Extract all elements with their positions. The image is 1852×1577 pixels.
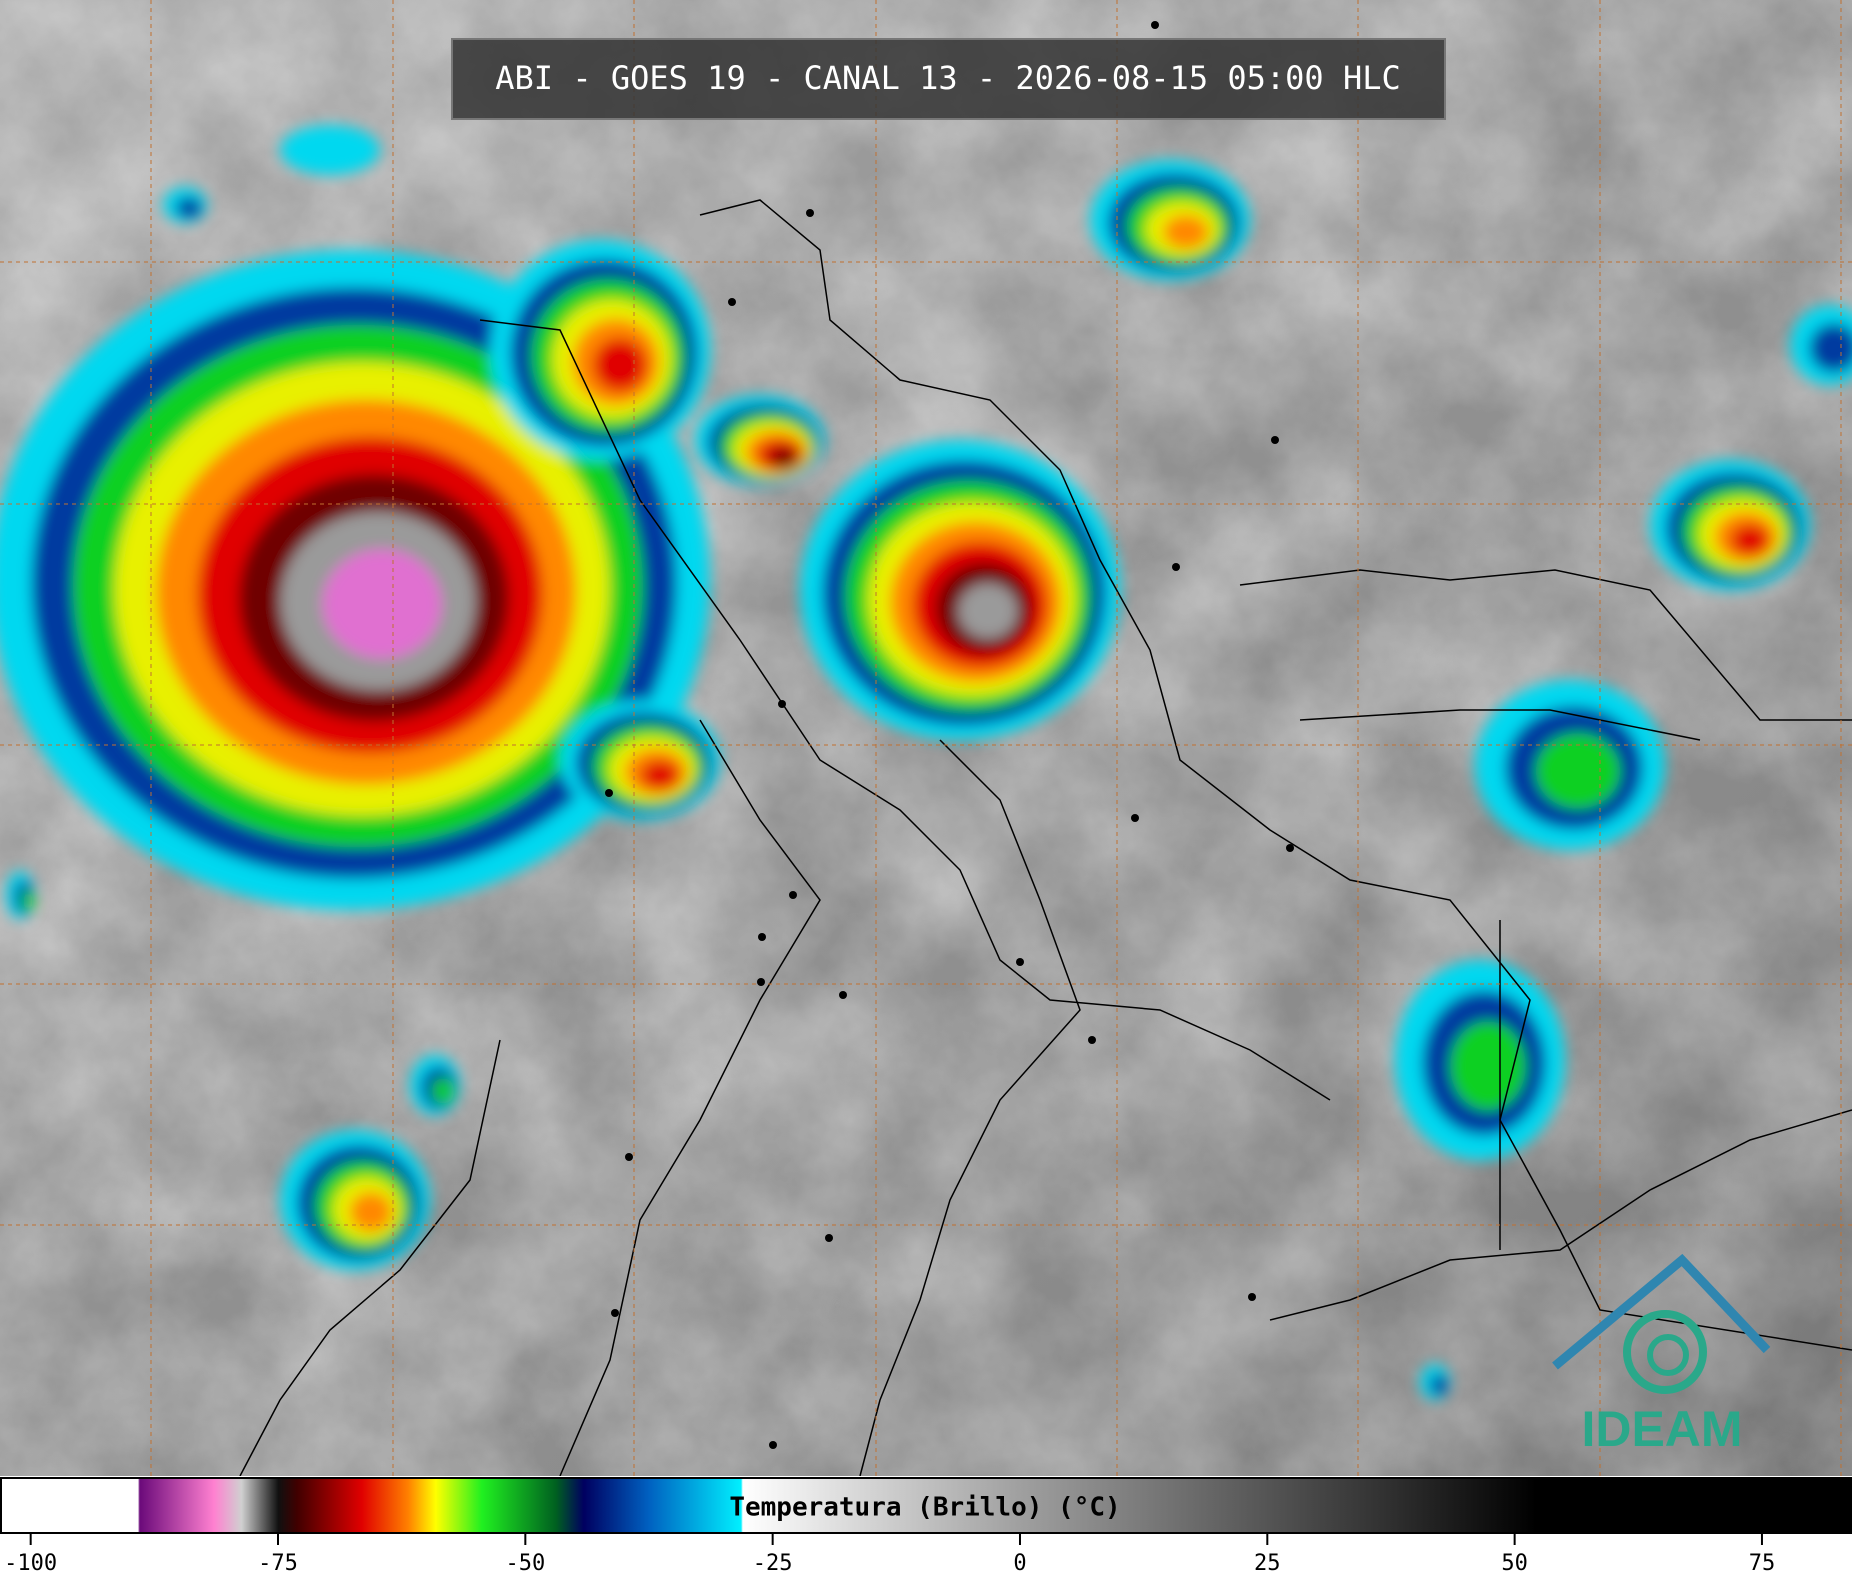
cloud-level bbox=[1163, 214, 1209, 250]
cloud-level bbox=[958, 583, 1018, 639]
title: ABI - GOES 19 - CANAL 13 - 2026-08-15 05… bbox=[495, 59, 1400, 97]
borders bbox=[239, 199, 1852, 1477]
cloud-level bbox=[175, 196, 203, 220]
cloud-level bbox=[640, 760, 680, 790]
colorbar-ticks: -100 -75 -50 -25 0 25 50 75 bbox=[4, 1533, 1775, 1576]
logo-swirl-inner bbox=[1647, 1334, 1689, 1376]
logo-roof bbox=[1552, 1253, 1771, 1370]
colorbar-tick-label: -50 bbox=[505, 1551, 545, 1576]
city-dot bbox=[625, 1153, 633, 1161]
colorbar-tick-label: 25 bbox=[1254, 1551, 1281, 1576]
city-dot bbox=[806, 209, 814, 217]
colorbar-tick-label: 75 bbox=[1749, 1551, 1776, 1576]
cloud-level bbox=[280, 125, 380, 175]
city-dots bbox=[605, 21, 1294, 1449]
cloud-level bbox=[322, 549, 442, 659]
city-dot bbox=[825, 1234, 833, 1242]
cloud-level bbox=[1450, 1021, 1526, 1111]
cloud-level bbox=[593, 338, 647, 392]
city-dot bbox=[1286, 844, 1294, 852]
cloud-level bbox=[1429, 1373, 1449, 1397]
city-dot bbox=[757, 978, 765, 986]
colorbar-tick-label: -25 bbox=[753, 1551, 793, 1576]
colorbar-tick-label: -100 bbox=[4, 1551, 57, 1576]
cloud-level bbox=[21, 890, 35, 912]
logo-text: IDEAM bbox=[1581, 1401, 1742, 1457]
cloud-level bbox=[770, 448, 798, 468]
city-dot bbox=[1172, 563, 1180, 571]
city-dot bbox=[1151, 21, 1159, 29]
colorbar-tick-label: 0 bbox=[1013, 1551, 1026, 1576]
city-dot bbox=[839, 991, 847, 999]
city-dot bbox=[605, 789, 613, 797]
city-dot bbox=[1271, 436, 1279, 444]
city-dot bbox=[1248, 1293, 1256, 1301]
city-dot bbox=[758, 933, 766, 941]
city-dot bbox=[778, 700, 786, 708]
city-dot bbox=[1131, 814, 1139, 822]
city-dot bbox=[769, 1441, 777, 1449]
graticule bbox=[0, 0, 1852, 1476]
colorbar-tick-label: 50 bbox=[1501, 1551, 1528, 1576]
colorbar-tick-label: -75 bbox=[258, 1551, 298, 1576]
cloud-level bbox=[431, 1077, 455, 1105]
cloud-level bbox=[1730, 524, 1770, 556]
cloud-level bbox=[1535, 733, 1621, 809]
city-dot bbox=[1088, 1036, 1096, 1044]
city-dot bbox=[611, 1309, 619, 1317]
logo: IDEAM bbox=[1552, 1253, 1771, 1457]
city-dot bbox=[789, 891, 797, 899]
cloud-level bbox=[349, 1192, 393, 1232]
title-box bbox=[451, 38, 1446, 120]
colorbar-label: Temperatura (Brillo) (°C) bbox=[729, 1493, 1120, 1523]
city-dot bbox=[1016, 958, 1024, 966]
logo-swirl bbox=[1623, 1310, 1707, 1394]
city-dot bbox=[728, 298, 736, 306]
colorbar bbox=[0, 1477, 1852, 1534]
